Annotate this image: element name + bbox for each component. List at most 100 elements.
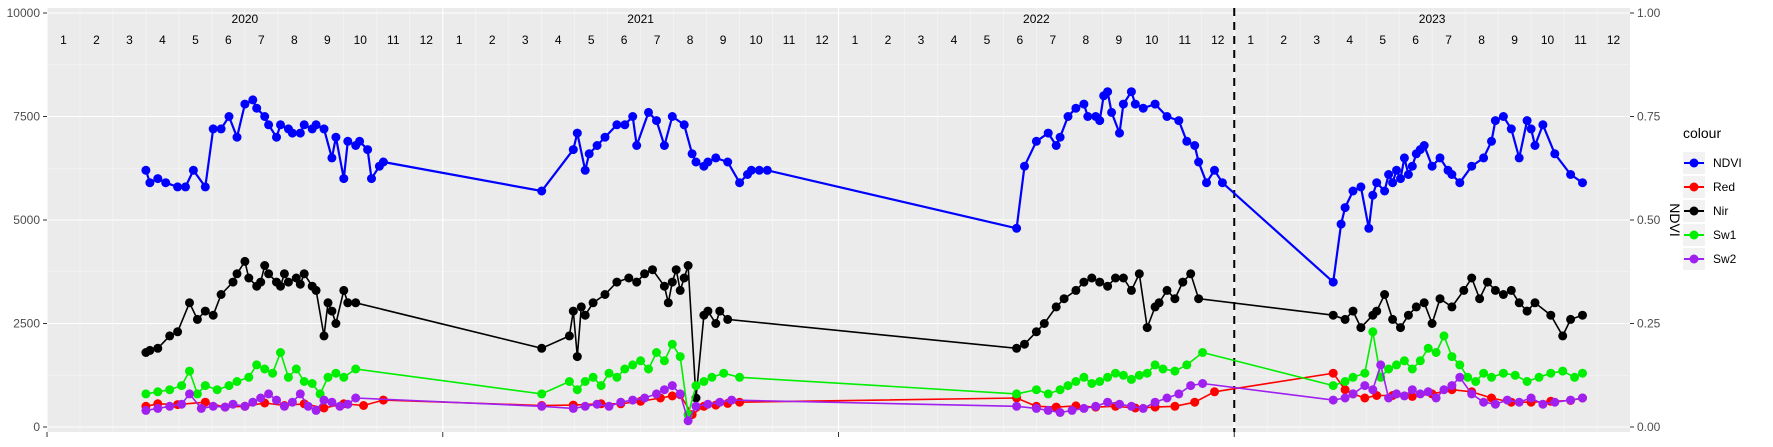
data-point <box>746 165 756 175</box>
data-point <box>1396 174 1405 184</box>
legend-title: colour <box>1683 125 1721 141</box>
data-point <box>200 306 210 316</box>
data-point <box>1194 157 1204 167</box>
data-point <box>240 256 250 266</box>
data-point <box>256 277 266 287</box>
data-point <box>185 366 194 376</box>
data-point <box>1431 393 1441 403</box>
year-label: 2022 <box>1023 12 1050 26</box>
data-point <box>319 395 329 405</box>
data-point <box>1368 190 1378 200</box>
data-point <box>1514 298 1524 308</box>
data-point <box>1202 178 1211 188</box>
month-label: 2 <box>93 33 100 47</box>
data-point <box>1368 385 1378 395</box>
month-label: 9 <box>1511 33 1518 47</box>
data-point <box>1392 165 1401 175</box>
data-point <box>1439 331 1449 341</box>
data-point <box>1419 141 1429 150</box>
month-label: 2 <box>885 33 892 47</box>
data-point <box>1435 153 1445 163</box>
month-label: 8 <box>291 33 298 47</box>
data-point <box>596 381 606 391</box>
data-point <box>279 401 289 411</box>
data-point <box>1502 395 1512 405</box>
data-point <box>1194 294 1204 304</box>
data-point <box>1415 356 1425 366</box>
data-point <box>1020 339 1029 349</box>
data-point <box>1043 405 1053 415</box>
data-point <box>287 128 297 138</box>
data-point <box>600 132 610 142</box>
data-point <box>640 393 650 403</box>
month-label: 3 <box>522 33 529 47</box>
month-label: 8 <box>1478 33 1485 47</box>
data-point <box>181 182 190 192</box>
month-label: 6 <box>621 33 628 47</box>
data-point <box>1455 372 1465 382</box>
data-point <box>1522 306 1532 316</box>
data-point <box>378 395 388 405</box>
month-label: 7 <box>1445 33 1452 47</box>
data-point <box>295 279 305 289</box>
data-point <box>165 331 175 341</box>
data-point <box>1182 136 1192 146</box>
data-point <box>1538 399 1548 409</box>
data-point <box>1115 128 1124 138</box>
data-point <box>754 165 764 175</box>
data-point <box>311 285 321 295</box>
data-point <box>671 265 681 275</box>
data-point <box>1150 360 1160 370</box>
data-point <box>1210 165 1219 175</box>
data-point <box>1198 348 1208 357</box>
data-point <box>216 124 226 134</box>
month-label: 9 <box>1115 33 1122 47</box>
data-point <box>287 397 297 407</box>
data-point <box>1483 277 1492 287</box>
data-point <box>1348 372 1358 382</box>
data-point <box>1043 389 1053 399</box>
data-point <box>1134 269 1144 279</box>
data-point <box>1051 302 1061 312</box>
data-point <box>667 381 677 391</box>
month-label: 7 <box>1050 33 1057 47</box>
data-point <box>1012 401 1022 411</box>
data-point <box>1190 397 1200 407</box>
data-point <box>1142 368 1152 378</box>
legend-label: NDVI <box>1713 156 1742 170</box>
data-point <box>564 377 574 386</box>
data-point <box>1427 161 1437 171</box>
data-point <box>1526 393 1536 403</box>
data-point <box>1407 391 1417 401</box>
data-point <box>1463 372 1473 382</box>
year-label: 2021 <box>627 12 654 26</box>
data-point <box>1020 161 1029 171</box>
data-point <box>584 149 594 159</box>
month-label: 2 <box>489 33 496 47</box>
month-label: 10 <box>1145 33 1159 47</box>
data-point <box>644 107 653 117</box>
data-point <box>331 132 341 142</box>
data-point <box>351 298 361 308</box>
data-point <box>628 360 638 370</box>
legend-item: Sw2 <box>1683 248 1737 270</box>
data-point <box>1103 87 1113 97</box>
month-label: 7 <box>654 33 661 47</box>
month-label: 6 <box>225 33 232 47</box>
series-sw2 <box>141 360 1587 426</box>
data-point <box>723 314 733 324</box>
data-point <box>537 186 547 196</box>
data-point <box>580 401 590 411</box>
data-point <box>691 157 701 167</box>
y-tick-label: 5000 <box>13 213 40 227</box>
data-point <box>1384 170 1394 179</box>
data-point <box>735 372 745 382</box>
data-point <box>153 387 163 397</box>
data-point <box>1087 273 1097 283</box>
data-point <box>580 377 590 386</box>
data-point <box>537 389 547 399</box>
data-point <box>1558 366 1568 376</box>
month-label: 3 <box>1313 33 1320 47</box>
data-point <box>1399 391 1409 401</box>
data-point <box>323 298 333 308</box>
